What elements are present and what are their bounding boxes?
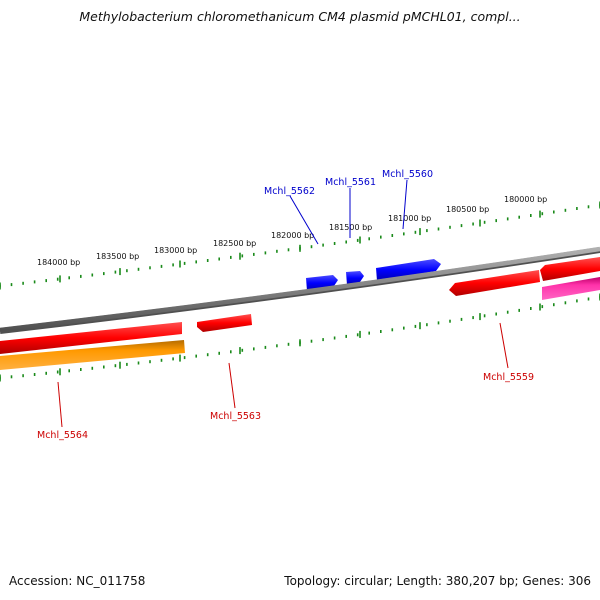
gene-arrow-mchl5564[interactable] — [0, 322, 182, 354]
outer-ruler-major-ticks — [0, 201, 600, 290]
inner-ruler-track — [0, 295, 600, 380]
leader-line-mchl5560 — [402, 179, 408, 230]
ruler-label-182500: 182500 bp — [213, 239, 256, 248]
leader-line-mchl5559 — [499, 322, 509, 369]
ruler-label-184000: 184000 bp — [37, 258, 80, 267]
plasmid-backbone — [0, 246, 600, 333]
forward-genes — [306, 259, 441, 291]
outer-ruler-labels: 184000 bp 183500 bp 183000 bp 182500 bp … — [37, 195, 547, 267]
topology-summary-text: Topology: circular; Length: 380,207 bp; … — [284, 574, 591, 588]
gene-labels: Mchl_5562 Mchl_5561 Mchl_5560 Mchl_5559 … — [37, 169, 534, 441]
label-leader-lines — [57, 179, 509, 428]
gene-arrow-mchl5561[interactable] — [346, 271, 364, 285]
gene-label-mchl5564[interactable]: Mchl_5564 — [37, 430, 88, 441]
gene-arrow-mchl5563[interactable] — [197, 314, 252, 332]
gene-arrow-right-edge[interactable] — [540, 257, 600, 281]
gene-label-mchl5559[interactable]: Mchl_5559 — [483, 372, 534, 383]
leader-line-mchl5563 — [228, 362, 236, 409]
reverse-genes — [0, 257, 600, 354]
feature-bar-pink[interactable] — [542, 277, 600, 300]
feature-bar-orange[interactable] — [0, 340, 185, 370]
ruler-label-183000: 183000 bp — [154, 246, 197, 255]
gene-arrow-mchl5560[interactable] — [376, 259, 441, 281]
gene-arrow-mchl5559[interactable] — [449, 270, 540, 296]
ruler-label-181000: 181000 bp — [388, 214, 431, 223]
ruler-label-181500: 181500 bp — [329, 223, 372, 232]
ruler-label-180500: 180500 bp — [446, 205, 489, 214]
accession-text: Accession: NC_011758 — [9, 574, 146, 588]
gene-label-mchl5561[interactable]: Mchl_5561 — [325, 177, 376, 188]
outer-ruler-track — [0, 203, 600, 288]
leader-line-mchl5562 — [289, 195, 319, 245]
gene-arrow-mchl5562[interactable] — [306, 275, 338, 291]
leader-line-mchl5564 — [57, 381, 63, 428]
map-title: Methylobacterium chloromethanicum CM4 pl… — [79, 9, 521, 24]
gene-label-mchl5562[interactable]: Mchl_5562 — [264, 186, 315, 197]
gene-label-mchl5560[interactable]: Mchl_5560 — [382, 169, 433, 180]
ruler-label-182000: 182000 bp — [271, 231, 314, 240]
ruler-label-183500: 183500 bp — [96, 252, 139, 261]
inner-ruler-major-ticks — [0, 293, 600, 382]
ruler-label-180000: 180000 bp — [504, 195, 547, 204]
gene-label-mchl5563[interactable]: Mchl_5563 — [210, 411, 261, 422]
